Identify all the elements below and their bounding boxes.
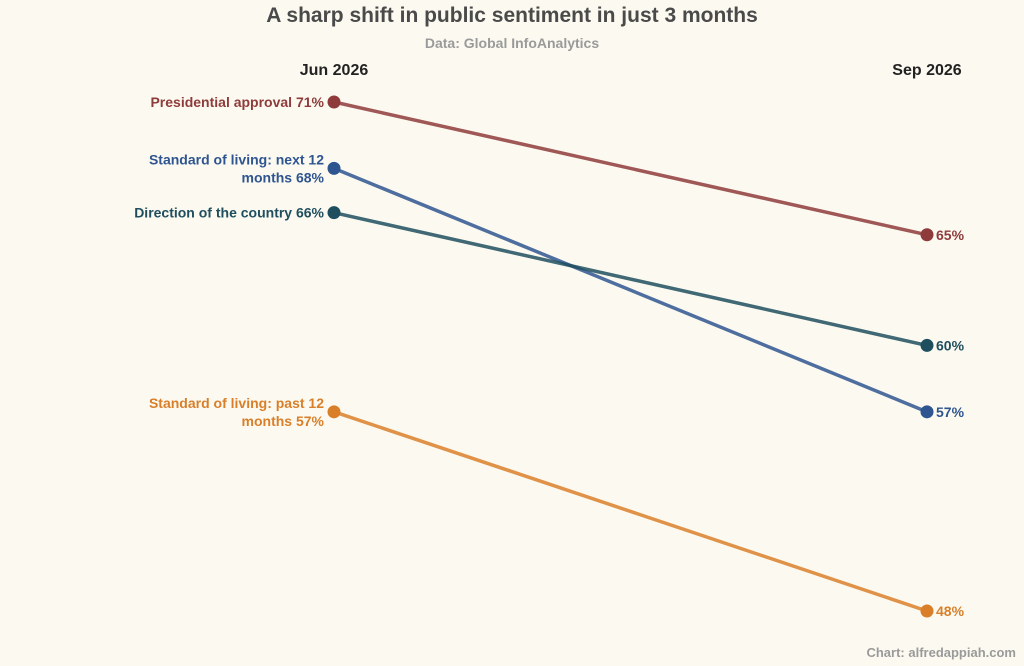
data-point-end — [920, 228, 934, 242]
data-point-end — [920, 405, 934, 419]
data-label-end: 48% — [936, 603, 965, 619]
data-point-end — [920, 338, 934, 352]
series-line — [332, 166, 929, 414]
data-label-end: 60% — [936, 337, 965, 353]
chart-title: A sharp shift in public sentiment in jus… — [266, 4, 758, 27]
data-point-start — [327, 206, 341, 220]
x-tick-label: Jun 2026 — [300, 62, 369, 79]
data-point-start — [327, 405, 341, 419]
series-label: Standard of living: next 12 months 68% — [149, 151, 325, 185]
series-label: Presidential approval 71% — [150, 94, 324, 110]
chart-caption: Chart: alfredappiah.com — [866, 645, 1016, 660]
chart-subtitle: Data: Global InfoAnalytics — [424, 35, 600, 51]
data-label-end: 65% — [936, 227, 965, 243]
x-tick-label: Sep 2026 — [892, 62, 961, 79]
data-point-start — [327, 161, 341, 175]
series-label: Standard of living: past 12 months 57% — [149, 395, 325, 429]
data-point-end — [920, 604, 934, 618]
series-line — [332, 210, 929, 348]
series-label: Direction of the country 66% — [134, 205, 324, 221]
data-label-end: 57% — [936, 404, 965, 420]
data-point-start — [327, 95, 341, 109]
series-line — [332, 410, 929, 613]
series-line — [332, 100, 929, 237]
